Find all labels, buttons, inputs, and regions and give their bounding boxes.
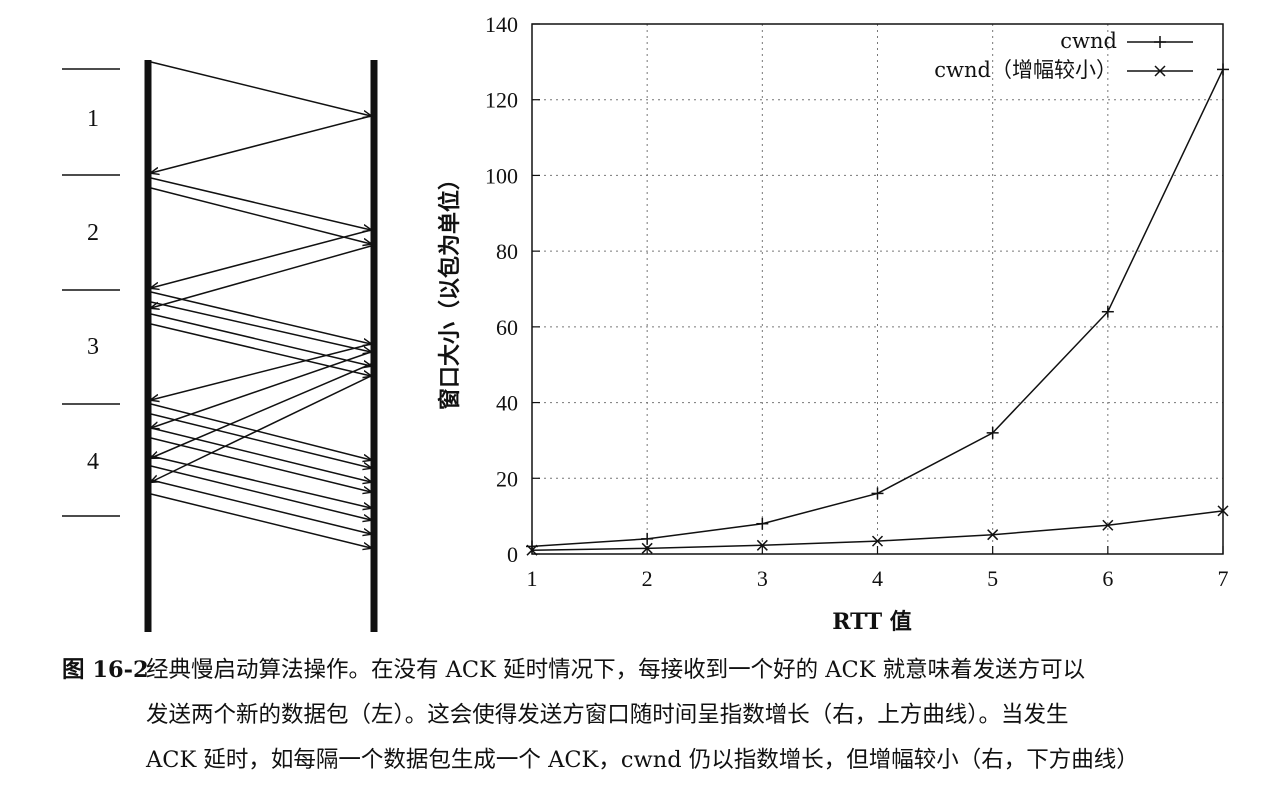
packet-arrow [150, 177, 371, 230]
y-tick-label: 60 [496, 315, 518, 340]
figure-caption: 图 16-2 经典慢启动算法操作。在没有 ACK 延时情况下，每接收到一个好的 … [62, 648, 1277, 783]
packet-arrow [150, 187, 371, 244]
y-tick-label: 80 [496, 239, 518, 264]
cwnd-line-chart: 1 2 3 4 5 6 7 0 20 40 60 80 100 120 140 RTT 值 窗口大小（以包为… [437, 12, 1229, 635]
data-point-cwnd [871, 487, 884, 500]
data-point-cwnd-small [1102, 519, 1114, 531]
packet-arrow [150, 61, 371, 116]
y-tick-label: 140 [485, 12, 518, 37]
packet-arrow [150, 313, 371, 366]
packet-arrow [150, 479, 371, 534]
packet-arrow [150, 291, 371, 344]
round-label-1: 1 [87, 106, 99, 132]
packet-arrow [151, 363, 372, 458]
data-point-cwnd [1101, 305, 1114, 318]
round-label-3: 3 [87, 334, 99, 360]
caption-line-2: 发送两个新的数据包（左）。这会使得发送方窗口随时间呈指数增长（右，上方曲线）。当… [146, 702, 1069, 728]
packet-arrow [150, 403, 371, 460]
x-tick-label: 2 [642, 566, 653, 591]
legend-label-cwnd: cwnd [1060, 29, 1117, 53]
y-tick-label: 100 [485, 163, 518, 188]
data-point-cwnd-small [871, 535, 884, 547]
packet-arrow [150, 323, 371, 376]
packet-arrow [151, 245, 372, 308]
y-tick-label: 0 [507, 542, 518, 567]
packet-arrow [150, 413, 371, 468]
packet-arrow [151, 229, 372, 288]
y-tick-label: 40 [496, 391, 518, 416]
y-tick-label: 120 [485, 88, 518, 113]
data-point-cwnd-small [1217, 505, 1229, 517]
round-label-4: 4 [87, 449, 99, 475]
packet-arrow [150, 455, 371, 508]
legend-label-cwnd-small: cwnd（增幅较小） [934, 58, 1117, 82]
legend: cwnd cwnd（增幅较小） [934, 29, 1193, 82]
data-point-cwnd [1217, 63, 1229, 76]
data-point-cwnd-small [987, 529, 999, 541]
x-tick-label: 4 [872, 566, 883, 591]
slow-start-sequence-diagram: 1 2 3 4 [62, 60, 378, 632]
packet-arrow [150, 465, 371, 520]
data-point-cwnd-small [641, 542, 653, 554]
data-point-cwnd-small [526, 544, 538, 556]
packet-arrow [150, 493, 371, 548]
x-tick-label: 1 [527, 566, 538, 591]
y-axis-label: 窗口大小（以包为单位） [437, 168, 463, 410]
data-point-cwnd-small [756, 539, 768, 551]
data-point-cwnd [641, 532, 654, 545]
packet-arrow [151, 343, 372, 400]
x-tick-label: 5 [987, 566, 998, 591]
caption-figure-number: 图 16-2 [62, 657, 149, 683]
x-tick-label: 3 [757, 566, 768, 591]
caption-line-3: ACK 延时，如每隔一个数据包生成一个 ACK，cwnd 仍以指数增长，但增幅较… [146, 747, 1139, 773]
x-axis-label: RTT 值 [832, 609, 912, 635]
x-tick-label: 7 [1218, 566, 1229, 591]
packet-arrow [151, 115, 372, 173]
x-tick-label: 6 [1102, 566, 1113, 591]
y-tick-label: 20 [496, 466, 518, 491]
packet-arrow [150, 301, 371, 352]
data-point-cwnd [986, 426, 999, 439]
round-label-2: 2 [87, 220, 99, 246]
caption-line-1: 经典慢启动算法操作。在没有 ACK 延时情况下，每接收到一个好的 ACK 就意味… [146, 657, 1086, 683]
packet-arrow [150, 427, 371, 482]
packet-arrow [150, 437, 371, 492]
packet-arrow [151, 351, 372, 428]
figure-canvas: 1 2 3 4 1 2 3 4 5 6 7 0 20 40 60 80 100 120 140 RTT 值 窗口大… [62, 12, 1229, 635]
data-point-cwnd [756, 517, 769, 530]
